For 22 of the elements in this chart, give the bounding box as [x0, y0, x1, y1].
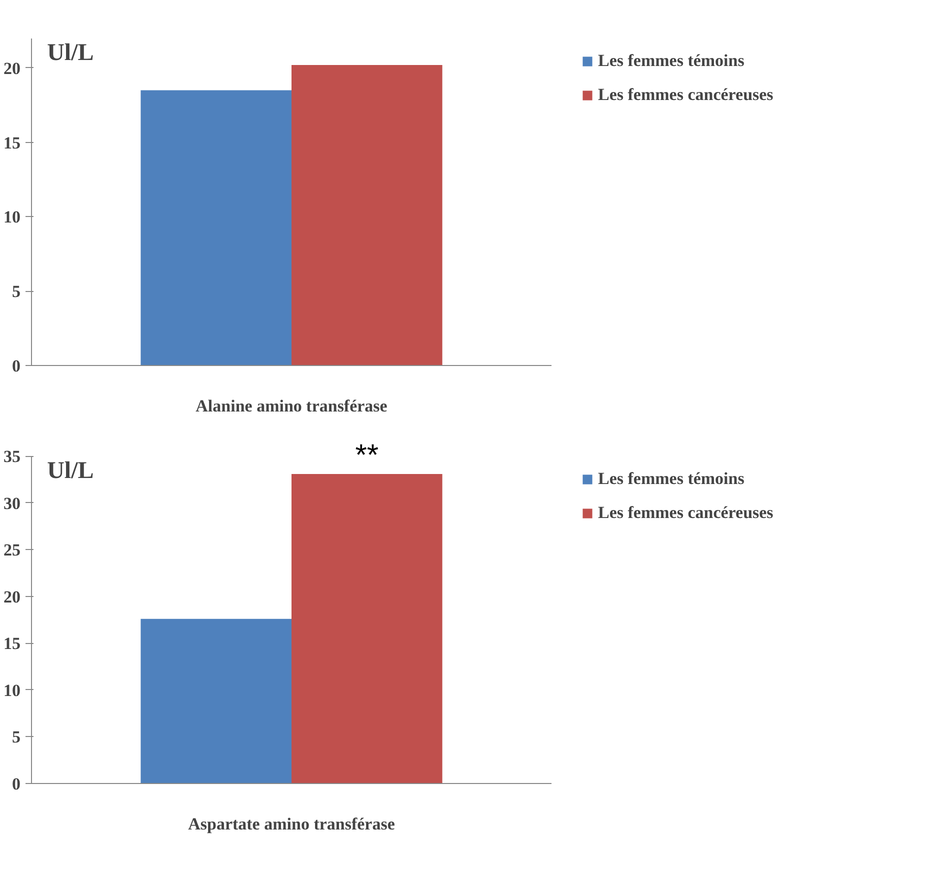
x-tick-label: Alanine amino transférase [196, 396, 388, 416]
legend-label: Les femmes cancéreuses [598, 503, 774, 523]
y-tick-label: 0 [12, 356, 20, 376]
annotation: ** [355, 438, 379, 472]
y-tick-label: 25 [4, 540, 20, 560]
y-tick-label: 10 [4, 208, 20, 227]
y-tick-label: 0 [12, 774, 20, 794]
legend-label: Les femmes témoins [598, 469, 744, 489]
y-tick-label: 15 [4, 133, 20, 152]
legend-label: Les femmes témoins [598, 51, 744, 71]
y-tick-label: 35 [4, 447, 20, 466]
y-tick-label: 15 [4, 634, 20, 654]
y-tick-label: 30 [4, 494, 20, 513]
y-tick-label: 20 [4, 587, 20, 606]
legend-label: Les femmes cancéreuses [598, 85, 774, 105]
y-tick-label: 20 [4, 58, 20, 78]
y-tick-label: 5 [12, 282, 20, 302]
y-tick-label: 5 [12, 728, 20, 747]
y-axis-title: Ul/L [47, 458, 94, 484]
x-tick-label: Aspartate amino transférase [188, 814, 396, 834]
y-tick-label: 10 [4, 680, 20, 700]
y-axis-title: Ul/L [47, 40, 94, 66]
